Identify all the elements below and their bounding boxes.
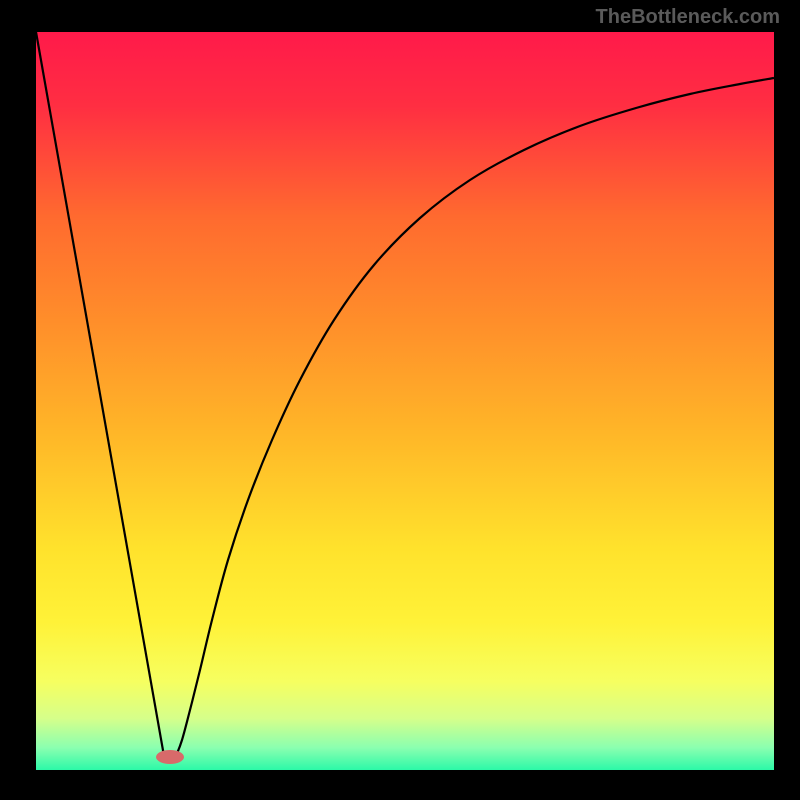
optimal-marker — [156, 750, 184, 764]
chart-container: TheBottleneck.com — [0, 0, 800, 800]
bottleneck-chart — [0, 0, 800, 800]
watermark-text: TheBottleneck.com — [596, 6, 780, 29]
